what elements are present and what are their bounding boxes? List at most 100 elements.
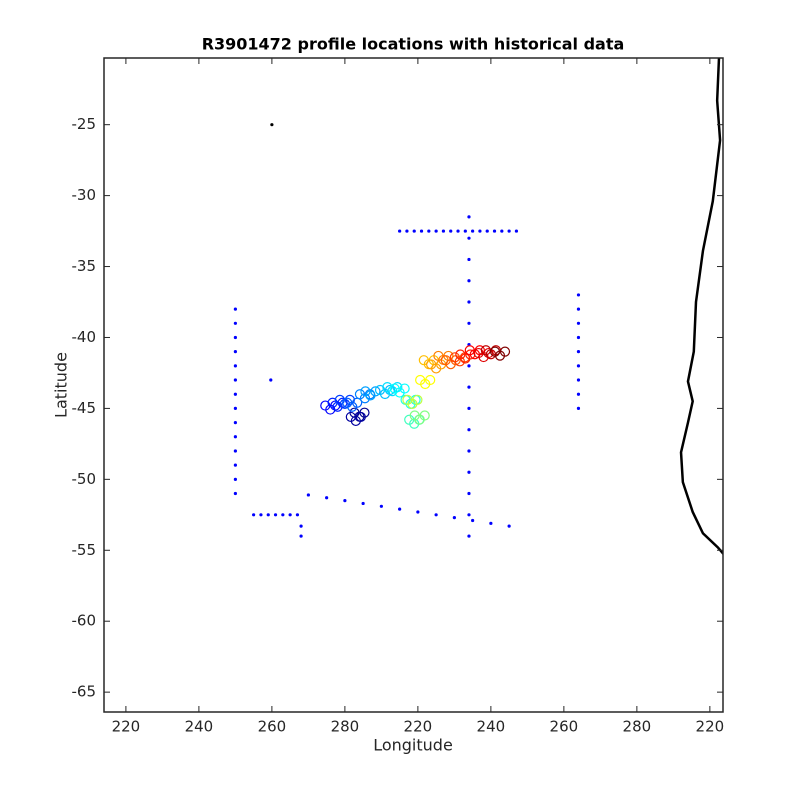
historical-point: [412, 229, 416, 233]
historical-point: [471, 229, 475, 233]
x-tick-label: 220: [696, 718, 725, 736]
historical-point: [471, 518, 475, 523]
plot-area: [233, 58, 723, 556]
historical-point: [467, 513, 471, 517]
historical-point: [449, 229, 453, 233]
historical-point: [434, 229, 438, 233]
historical-point: [576, 307, 581, 311]
historical-point: [281, 513, 285, 517]
historical-point: [299, 524, 303, 528]
historical-point: [343, 499, 347, 503]
historical-point: [325, 496, 329, 500]
x-tick-label: 260: [258, 718, 287, 736]
historical-point: [398, 229, 402, 233]
historical-point: [576, 350, 581, 354]
historical-point: [576, 378, 581, 382]
historical-point: [233, 335, 237, 340]
historical-point: [467, 300, 471, 304]
profile-marker: [337, 397, 348, 408]
historical-point: [576, 392, 581, 396]
historical-point: [489, 521, 493, 525]
historical-point: [259, 513, 263, 517]
y-axis-label: Latitude: [52, 352, 71, 418]
historical-point: [467, 279, 471, 283]
profile-marker: [355, 411, 366, 423]
profile-marker: [483, 347, 494, 359]
historical-point: [288, 513, 292, 517]
y-tick-label: -55: [72, 541, 97, 559]
x-tick-label: 240: [477, 718, 506, 736]
historical-point: [467, 470, 471, 474]
y-tick-label: -35: [72, 257, 97, 275]
profile-marker: [392, 382, 403, 393]
historical-point: [427, 229, 431, 233]
historical-point: [233, 364, 237, 368]
historical-point: [233, 378, 237, 382]
axes-box: [103, 57, 724, 713]
historical-point: [233, 307, 237, 311]
profile-marker: [370, 386, 381, 397]
historical-point: [576, 293, 581, 297]
profile-marker: [344, 394, 355, 405]
y-tick-label: -45: [72, 399, 97, 417]
historical-point: [467, 321, 471, 325]
profile-marker: [499, 346, 511, 357]
historical-point: [507, 524, 511, 528]
profile-marker: [412, 394, 423, 405]
historical-point: [467, 428, 471, 432]
historical-point: [233, 435, 237, 439]
historical-point: [452, 516, 456, 520]
y-tick-label: -50: [72, 470, 97, 488]
coastline: [679, 58, 723, 556]
historical-point: [500, 229, 504, 233]
historical-point: [467, 215, 471, 219]
historical-point: [233, 449, 237, 453]
historical-point: [576, 335, 581, 340]
historical-point: [478, 229, 482, 233]
x-tick-label: 220: [404, 718, 433, 736]
y-tick-label: -25: [72, 115, 97, 133]
historical-point: [467, 449, 471, 453]
historical-point: [467, 491, 471, 496]
historical-point: [233, 491, 237, 496]
historical-point: [270, 123, 274, 127]
historical-point: [306, 493, 310, 497]
profile-marker: [425, 374, 436, 386]
historical-point: [233, 350, 237, 354]
historical-point: [266, 513, 270, 517]
historical-point: [467, 236, 471, 240]
x-tick-label: 260: [550, 718, 579, 736]
historical-point: [514, 229, 519, 233]
x-tick-label: 220: [112, 718, 141, 736]
historical-point: [507, 229, 511, 233]
historical-point: [398, 507, 402, 511]
historical-point: [576, 321, 581, 325]
historical-point: [299, 534, 303, 538]
y-tick-label: -60: [72, 612, 97, 630]
historical-point: [361, 501, 365, 506]
historical-point: [467, 257, 471, 262]
historical-point: [379, 504, 383, 508]
historical-point: [252, 513, 256, 517]
historical-point: [233, 477, 237, 481]
historical-point: [233, 392, 237, 396]
historical-point: [467, 534, 471, 538]
historical-point: [456, 229, 460, 233]
historical-point: [269, 378, 273, 382]
historical-point: [233, 420, 237, 425]
x-axis-label: Longitude: [373, 736, 453, 755]
profile-marker: [399, 383, 410, 394]
historical-point: [576, 406, 581, 411]
historical-point: [467, 406, 471, 411]
historical-point: [492, 229, 497, 233]
historical-point: [441, 229, 446, 233]
historical-point: [405, 229, 409, 233]
profile-marker: [384, 384, 396, 396]
historical-point: [485, 229, 489, 233]
chart-title: R3901472 profile locations with historic…: [202, 35, 625, 54]
historical-point: [576, 364, 581, 368]
x-tick-label: 240: [185, 718, 214, 736]
historical-point: [233, 321, 237, 325]
